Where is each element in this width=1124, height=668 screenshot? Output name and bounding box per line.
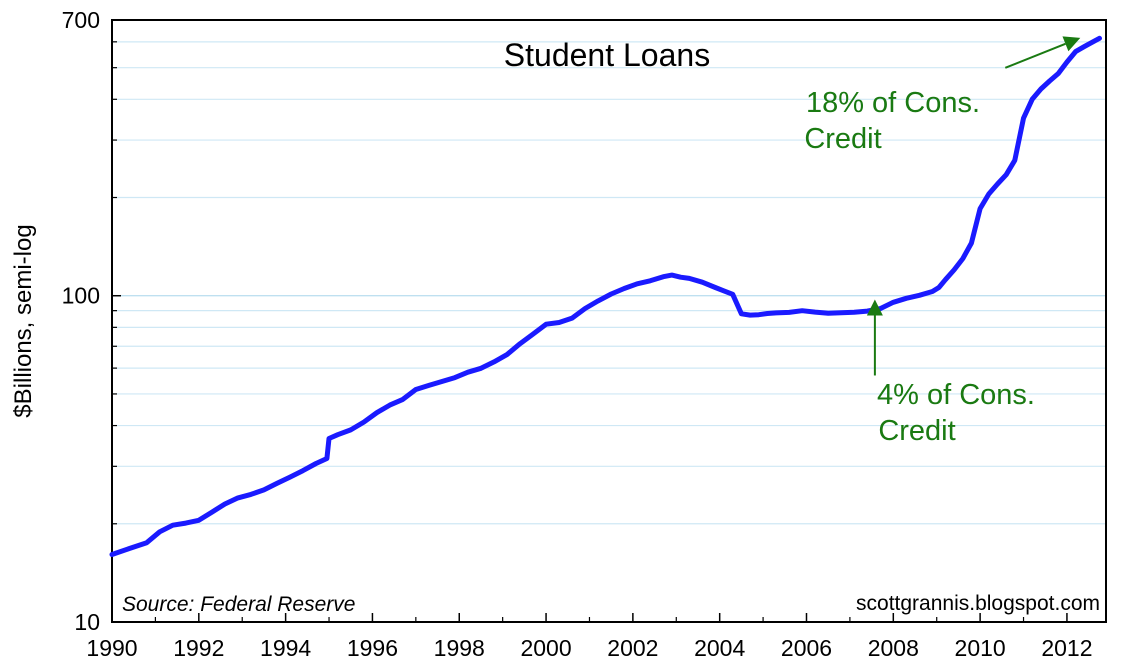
x-tick-label: 2006	[781, 635, 832, 661]
annotation-4pct-line: Credit	[878, 415, 955, 447]
student-loans-line	[109, 35, 1102, 557]
x-tick-label: 1992	[173, 635, 224, 661]
chart-title: Student Loans	[504, 37, 710, 73]
annotation-4pct-line: 4% of Cons.	[877, 379, 1035, 411]
annotation-18pct: 18% of Cons. Credit	[804, 87, 980, 155]
annotation-18pct-line: Credit	[804, 123, 881, 155]
annotations: 18% of Cons. Credit 4% of Cons. Credit	[804, 36, 1081, 447]
annotation-4pct: 4% of Cons. Credit	[877, 379, 1035, 447]
y-tick-label: 100	[62, 283, 100, 309]
x-tick-label: 2004	[694, 635, 745, 661]
annotation-18pct-line: 18% of Cons.	[806, 87, 980, 119]
y-tick-label: 10	[74, 609, 100, 635]
plot-frame	[111, 19, 1107, 623]
x-tick-label: 1996	[347, 635, 398, 661]
x-tick-label: 1998	[434, 635, 485, 661]
y-tick-label: 700	[62, 7, 100, 33]
arrow-4pct-head	[866, 299, 883, 316]
arrow-18pct-head	[1062, 36, 1081, 52]
x-tick-label: 2002	[607, 635, 658, 661]
credit-note: scottgrannis.blogspot.com	[856, 592, 1100, 615]
source-note: Source: Federal Reserve	[122, 593, 355, 616]
axis-ticks: 1990 1992 1994 1996 1998 2000 2002 2004 2006 2008…	[62, 7, 1093, 661]
x-tick-label: 1994	[260, 635, 311, 661]
x-tick-label: 2012	[1041, 635, 1092, 661]
arrow-18pct-shaft	[1004, 42, 1066, 69]
y-axis-label: $Billions, semi-log	[10, 224, 37, 417]
series-layer	[109, 35, 1102, 557]
plot-background	[112, 20, 1106, 622]
x-tick-label: 2010	[955, 635, 1006, 661]
x-tick-label: 1990	[86, 635, 137, 661]
x-tick-label: 2000	[520, 635, 571, 661]
x-tick-label: 2008	[868, 635, 919, 661]
